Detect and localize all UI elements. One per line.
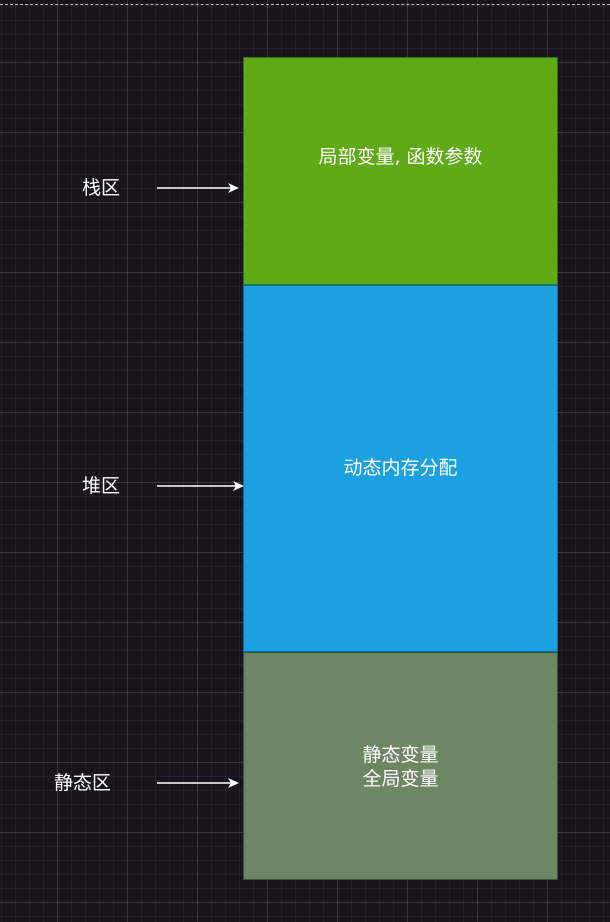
canvas-page-border — [0, 4, 610, 5]
heap-label[interactable]: 堆区 — [82, 475, 121, 497]
stack-label[interactable]: 栈区 — [82, 177, 121, 199]
heap-region-text: 动态内存分配 — [343, 456, 458, 479]
heap-region-block[interactable]: 动态内存分配 — [243, 285, 558, 652]
static-region-text: 静态变量 全局变量 — [362, 744, 439, 790]
stack-region-block[interactable]: 局部变量, 函数参数 — [243, 57, 558, 285]
stack-arrow[interactable] — [157, 183, 239, 193]
static-arrow[interactable] — [157, 778, 239, 788]
static-label[interactable]: 静态区 — [54, 772, 112, 794]
heap-arrow[interactable] — [157, 481, 244, 491]
static-region-block[interactable]: 静态变量 全局变量 — [243, 652, 558, 880]
stack-region-text: 局部变量, 函数参数 — [318, 146, 483, 168]
